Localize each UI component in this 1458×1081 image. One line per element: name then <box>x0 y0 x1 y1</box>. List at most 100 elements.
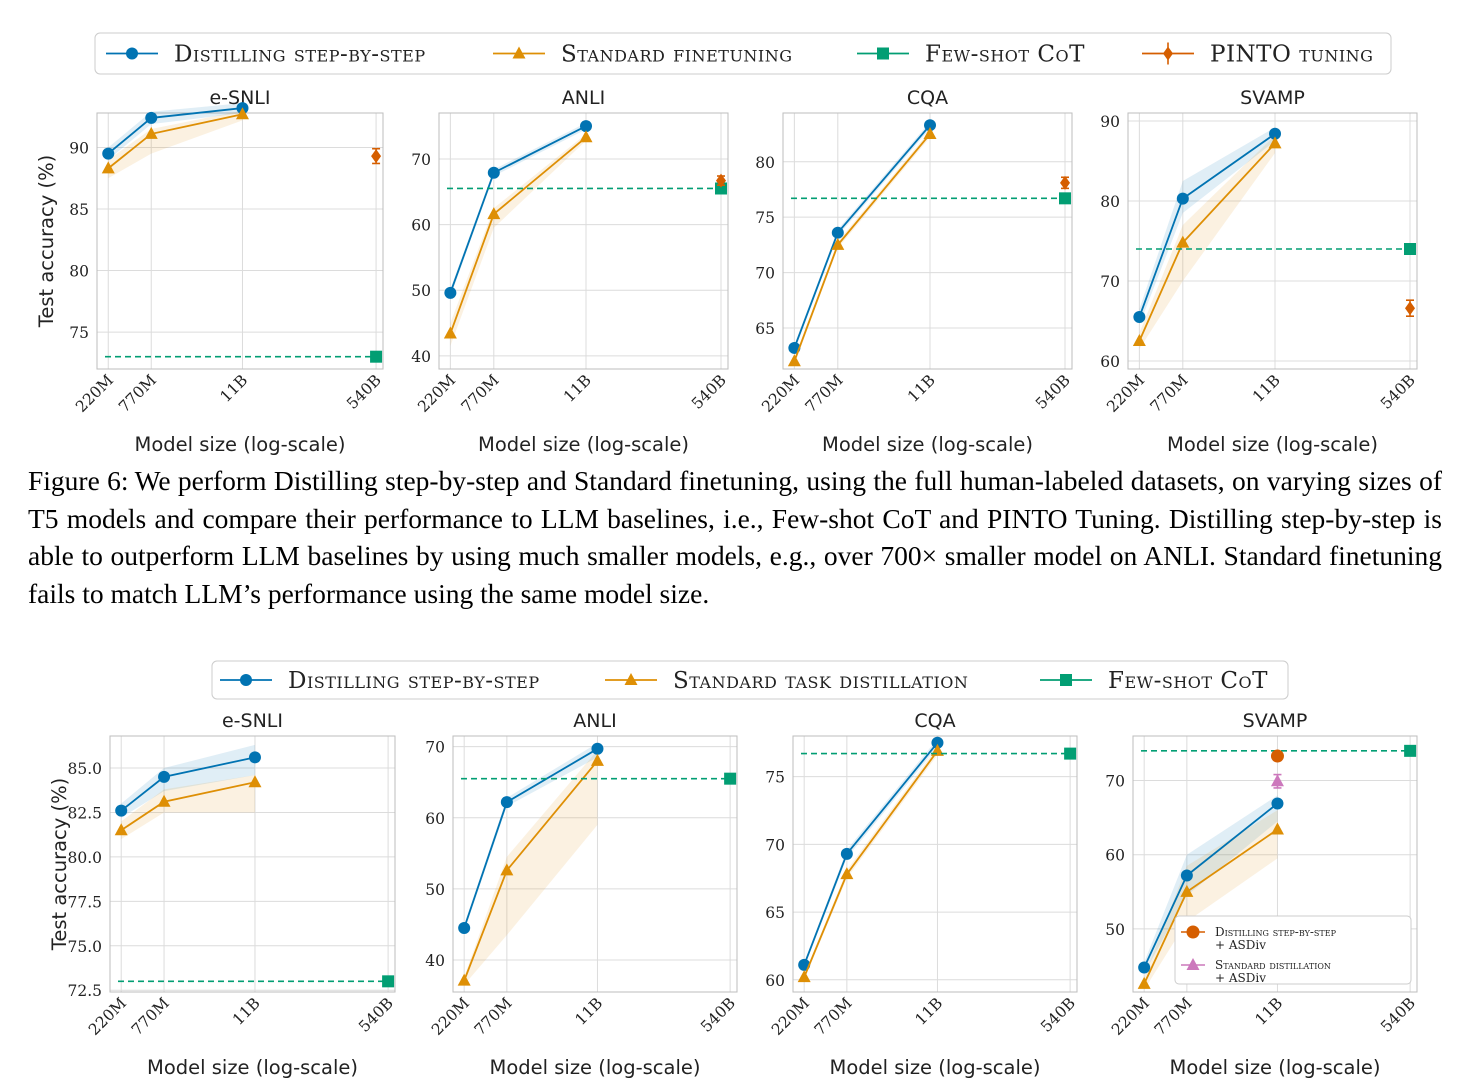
y-tick-label: 72.5 <box>67 982 102 1000</box>
data-point <box>716 173 727 188</box>
y-tick-label: 65 <box>755 320 775 338</box>
x-tick-label: 220M <box>428 994 473 1039</box>
plot-frame <box>452 735 738 993</box>
x-axis-label: Model size (log-scale) <box>147 1056 358 1079</box>
data-point <box>444 286 457 299</box>
data-point <box>145 111 158 124</box>
legend-entry-label: Standard distillation <box>1215 958 1331 972</box>
x-tick-label: 540B <box>343 371 385 413</box>
panel-title: CQA <box>914 710 955 732</box>
x-tick-label: 220M <box>1103 371 1148 416</box>
band-distilling-step-by-step <box>121 744 255 818</box>
data-point <box>235 107 249 120</box>
series-distilling-step-by-step <box>102 102 249 160</box>
panel-title: ANLI <box>562 87 605 109</box>
legend-entry-label: + ASDiv <box>1215 971 1266 985</box>
y-tick-label: 70 <box>1100 273 1120 291</box>
data-point <box>1180 869 1193 882</box>
data-point <box>458 922 471 934</box>
y-tick-label: 80 <box>69 263 89 281</box>
y-tick-label: 60 <box>1105 847 1125 865</box>
data-point <box>1180 884 1194 897</box>
plot-frame <box>792 735 1078 993</box>
data-point <box>831 226 844 239</box>
plot-frame <box>1132 735 1418 993</box>
x-tick-label: 220M <box>758 371 803 416</box>
x-tick-label: 220M <box>414 371 459 416</box>
y-tick-label: 75 <box>69 324 89 342</box>
x-tick-label: 540B <box>1037 994 1079 1036</box>
series-standard-finetuning <box>1132 136 1282 346</box>
panel-title: ANLI <box>573 710 616 732</box>
series-few-shot-cot <box>118 975 395 988</box>
y-tick-label: 70 <box>1105 773 1125 791</box>
series-distilling-step-by-step <box>788 119 937 354</box>
data-point <box>371 149 382 164</box>
y-tick-label: 50 <box>425 881 445 899</box>
x-tick-label: 770M <box>128 994 173 1039</box>
band-distilling-step-by-step <box>464 743 598 932</box>
series-few-shot-cot <box>105 350 383 363</box>
y-tick-label: 70 <box>411 151 431 169</box>
legend-label-distilling-step-by-step: Distilling step-by-step <box>174 42 426 68</box>
series-distilling-step-by-step <box>458 742 604 934</box>
series-standard-distillation-asdiv <box>1270 773 1284 789</box>
series-standard-finetuning <box>443 130 593 339</box>
x-tick-label: 11B <box>572 994 607 1029</box>
legend-swatch-marker <box>126 47 138 60</box>
legend-label-standard-finetuning: Standard finetuning <box>561 42 793 68</box>
top-legend: Distilling step-by-step Standard finetuni… <box>94 32 1392 75</box>
x-tick-label: 11B <box>1249 371 1284 406</box>
y-tick-label: 75 <box>765 769 785 787</box>
legend-label-pinto-tuning: PINTO tuning <box>1210 42 1373 68</box>
series-line <box>803 750 939 978</box>
legend-entry-label: + ASDiv <box>1215 938 1266 952</box>
x-tick-label: 540B <box>355 994 397 1036</box>
band-distilling-step-by-step <box>450 122 587 297</box>
data-point <box>1268 136 1282 149</box>
series-line <box>793 133 931 362</box>
legend-swatch-marker <box>624 673 638 685</box>
data-point <box>1137 976 1151 989</box>
data-point <box>457 973 471 986</box>
data-point <box>157 794 171 807</box>
x-tick-label: 770M <box>811 994 856 1039</box>
y-tick-label: 70 <box>425 739 445 757</box>
y-tick-label: 80 <box>1100 193 1120 211</box>
panel-title: e-SNLI <box>209 87 270 109</box>
data-point <box>1060 175 1071 190</box>
legend-swatch-marker <box>1186 925 1200 939</box>
x-tick-label: 770M <box>1151 994 1196 1039</box>
y-tick-label: 60 <box>1100 353 1120 371</box>
plot-frame <box>109 735 396 993</box>
data-point <box>923 127 937 140</box>
data-point <box>580 120 593 133</box>
figure-caption: Figure 6: We perform Distilling step-by-s… <box>28 462 1442 612</box>
series-pinto-tuning <box>1405 299 1416 318</box>
panel-title: CQA <box>907 87 948 109</box>
plot-frame <box>782 112 1073 370</box>
band-standard-task-distillation <box>1144 810 1278 990</box>
series-pinto-tuning <box>1060 175 1071 190</box>
data-point <box>500 863 514 876</box>
data-point <box>158 770 171 783</box>
series-distilling-step-by-step <box>444 120 593 299</box>
series-standard-task-distillation <box>1137 822 1284 989</box>
data-point <box>840 847 853 860</box>
legend-swatch-marker <box>1186 958 1200 970</box>
x-tick-label: 11B <box>217 371 252 406</box>
y-tick-label: 82.5 <box>67 804 102 822</box>
data-point <box>102 147 115 160</box>
data-point <box>1176 192 1189 205</box>
data-point <box>1064 747 1077 760</box>
legend-label-few-shot-cot: Few-shot CoT <box>1108 668 1268 694</box>
data-point <box>443 326 457 339</box>
data-point <box>1133 311 1146 323</box>
panel-title: SVAMP <box>1243 710 1308 732</box>
y-tick-label: 75.0 <box>67 938 102 956</box>
band-standard-finetuning <box>794 130 931 365</box>
